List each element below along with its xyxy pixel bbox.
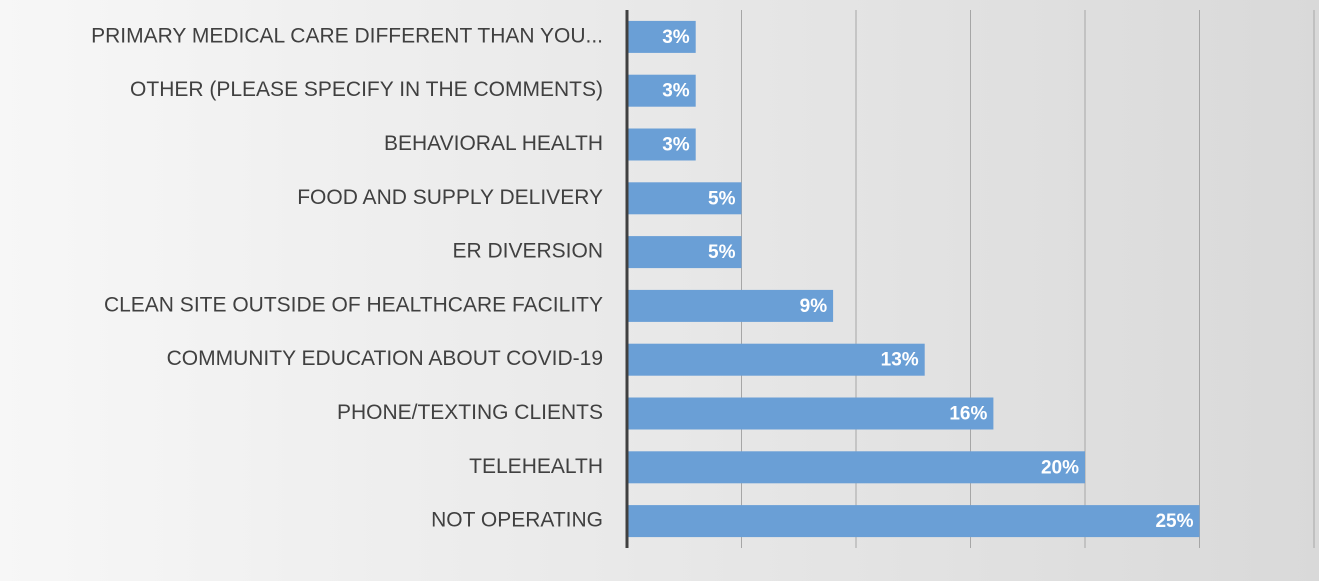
bar [627,74,696,107]
data-label: 25% [1155,511,1193,532]
bar [627,128,696,161]
data-label: 3% [662,27,690,48]
data-label: 5% [708,188,736,209]
y-tick-label: FOOD AND SUPPLY DELIVERY [297,186,603,209]
bar [627,505,1200,538]
bar [627,182,742,215]
bar [627,343,925,376]
y-tick-label: BEHAVIORAL HEALTH [384,132,603,155]
bar [627,289,834,322]
data-label: 16% [949,404,987,425]
bar [627,20,696,53]
y-tick-label: PHONE/TEXTING CLIENTS [337,401,603,424]
bar [627,236,742,269]
y-tick-label: COMMUNITY EDUCATION ABOUT COVID-19 [167,347,603,370]
y-tick-label: ER DIVERSION [452,240,603,263]
y-tick-label: CLEAN SITE OUTSIDE OF HEALTHCARE FACILIT… [104,293,603,316]
data-label: 3% [662,81,690,102]
data-label: 3% [662,135,690,156]
data-label: 13% [881,350,919,371]
data-label: 5% [708,242,736,263]
data-label: 9% [800,296,828,317]
data-label: 20% [1041,457,1079,478]
bar [627,451,1085,484]
bar [627,397,994,430]
y-tick-label: OTHER (PLEASE SPECIFY IN THE COMMENTS) [130,78,603,101]
y-tick-label: PRIMARY MEDICAL CARE DIFFERENT THAN YOU.… [91,24,603,47]
y-tick-label: NOT OPERATING [431,509,603,532]
y-tick-label: TELEHEALTH [469,455,603,478]
